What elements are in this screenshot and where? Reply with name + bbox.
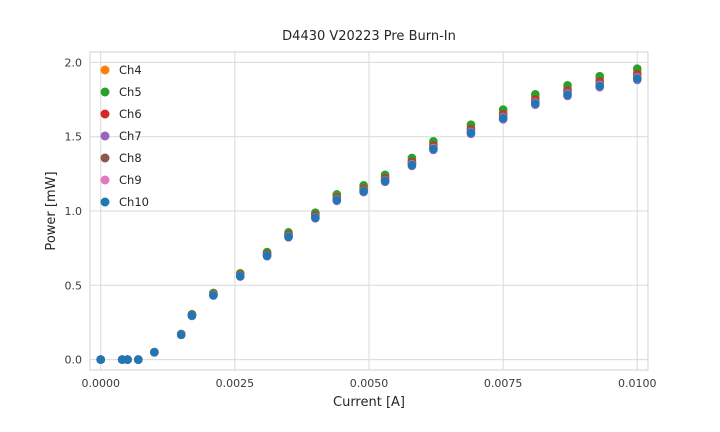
legend-marker <box>100 197 110 207</box>
legend-label: Ch8 <box>119 151 142 165</box>
legend-marker <box>100 131 110 141</box>
x-tick-label: 0.0025 <box>216 377 255 390</box>
legend: Ch4 Ch5 Ch6 Ch7 Ch8 Ch9 Ch10 <box>100 63 149 209</box>
legend-label: Ch10 <box>119 195 149 209</box>
legend-marker <box>100 109 110 119</box>
data-point <box>380 176 390 186</box>
legend-label: Ch6 <box>119 107 142 121</box>
x-axis-label: Current [A] <box>333 395 405 410</box>
chart-title: D4430 V20223 Pre Burn-In <box>282 29 456 44</box>
data-point <box>311 213 320 222</box>
y-tick-label: 1.5 <box>65 131 83 144</box>
legend-label: Ch5 <box>119 85 142 99</box>
data-point <box>150 348 159 357</box>
y-tick-labels: 0.0 0.5 1.0 1.5 2.0 <box>65 56 83 366</box>
y-tick-label: 1.0 <box>65 205 83 218</box>
legend-marker <box>100 87 110 97</box>
x-tick-label: 0.0075 <box>484 377 523 390</box>
legend-marker <box>100 175 110 185</box>
data-point <box>96 355 106 364</box>
data-point <box>284 232 293 242</box>
data-point <box>359 186 368 196</box>
legend-label: Ch7 <box>119 129 142 143</box>
data-point <box>531 99 540 108</box>
data-point <box>176 330 186 340</box>
x-tick-labels: 0.0000 0.0025 0.0050 0.0075 0.0100 <box>81 377 656 390</box>
legend-marker <box>100 65 110 75</box>
data-point <box>595 81 605 91</box>
legend-item-ch9: Ch9 <box>100 173 142 187</box>
data-point <box>332 195 342 205</box>
y-axis-label: Power [mW] <box>44 171 59 250</box>
data-point <box>133 355 143 364</box>
data-point <box>187 311 197 320</box>
data-point <box>262 251 272 261</box>
x-tick-label: 0.0050 <box>350 377 389 390</box>
data-point <box>123 355 132 364</box>
legend-item-ch7: Ch7 <box>100 129 142 143</box>
legend-item-ch5: Ch5 <box>100 85 142 99</box>
data-point <box>407 160 417 170</box>
grid-layer <box>90 52 648 370</box>
x-tick-label: 0.0000 <box>81 377 120 390</box>
legend-item-ch8: Ch8 <box>100 151 142 165</box>
x-tick-label: 0.0100 <box>618 377 657 390</box>
data-point <box>235 271 245 281</box>
data-point <box>209 290 218 300</box>
data-point <box>498 113 508 123</box>
series-ch10 <box>96 74 642 364</box>
legend-item-ch4: Ch4 <box>100 63 142 77</box>
legend-item-ch10: Ch10 <box>100 195 149 209</box>
y-tick-label: 0.5 <box>65 279 83 292</box>
data-point <box>632 74 642 83</box>
legend-label: Ch4 <box>119 63 142 77</box>
y-tick-label: 0.0 <box>65 354 83 367</box>
legend-marker <box>100 153 110 163</box>
data-point <box>563 90 572 99</box>
data-point <box>429 144 438 154</box>
y-tick-label: 2.0 <box>65 56 83 69</box>
legend-item-ch6: Ch6 <box>100 107 142 121</box>
plot-border <box>89 51 649 371</box>
data-points-layer <box>96 64 642 364</box>
data-point <box>466 128 476 137</box>
legend-label: Ch9 <box>119 173 142 187</box>
